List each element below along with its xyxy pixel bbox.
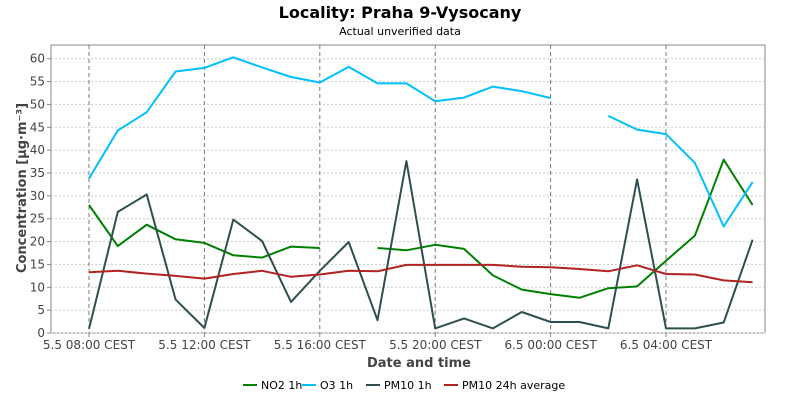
plot-area [50, 44, 766, 334]
chart-title: Locality: Praha 9-Vysocany [279, 3, 522, 22]
y-tick-label: 0 [37, 326, 45, 340]
x-tick-label: 6.5 04:00 CEST [620, 338, 713, 352]
y-tick-label: 15 [30, 257, 45, 271]
y-tick-label: 20 [30, 235, 45, 249]
axis-ticks: 0 5 10 15 20 25 30 35 40 45 50 55 60 5.5 08:00 CEST 5.… [30, 52, 713, 352]
legend-entry: PM10 1h [384, 379, 432, 392]
x-tick-label: 5.5 16:00 CEST [274, 338, 367, 352]
y-tick-label: 10 [30, 280, 45, 294]
y-axis-label: Concentration [µg·m⁻³] [15, 103, 30, 273]
x-tick-label: 5.5 12:00 CEST [158, 338, 251, 352]
y-tick-label: 25 [30, 212, 45, 226]
y-tick-label: 50 [30, 97, 45, 111]
x-tick-label: 5.5 20:00 CEST [389, 338, 482, 352]
legend-entry: NO2 1h [261, 379, 302, 392]
series-lines [88, 56, 754, 330]
y-tick-label: 40 [30, 143, 45, 157]
chart-subtitle: Actual unverified data [339, 25, 461, 38]
legend-entry: O3 1h [320, 379, 353, 392]
x-axis-label: Date and time [367, 356, 471, 371]
x-tick-label: 5.5 08:00 CEST [43, 338, 136, 352]
y-tick-label: 60 [30, 52, 45, 66]
legend: NO2 1h O3 1h PM10 1h PM10 24h average [243, 379, 565, 392]
y-tick-label: 35 [30, 166, 45, 180]
y-tick-label: 55 [30, 75, 45, 89]
y-tick-label: 30 [30, 189, 45, 203]
series-line-pm10-1h [88, 160, 754, 330]
series-line-no2-1h [377, 158, 754, 299]
y-tick-label: 5 [37, 303, 45, 317]
series-line-o3-1h [607, 114, 754, 228]
legend-entry: PM10 24h average [462, 379, 565, 392]
series-line-o3-1h [88, 56, 551, 180]
x-tick-label: 6.5 00:00 CEST [504, 338, 597, 352]
y-tick-label: 45 [30, 120, 45, 134]
series-line-pm10-24h-average [88, 263, 753, 284]
series-line-no2-1h [88, 204, 320, 259]
